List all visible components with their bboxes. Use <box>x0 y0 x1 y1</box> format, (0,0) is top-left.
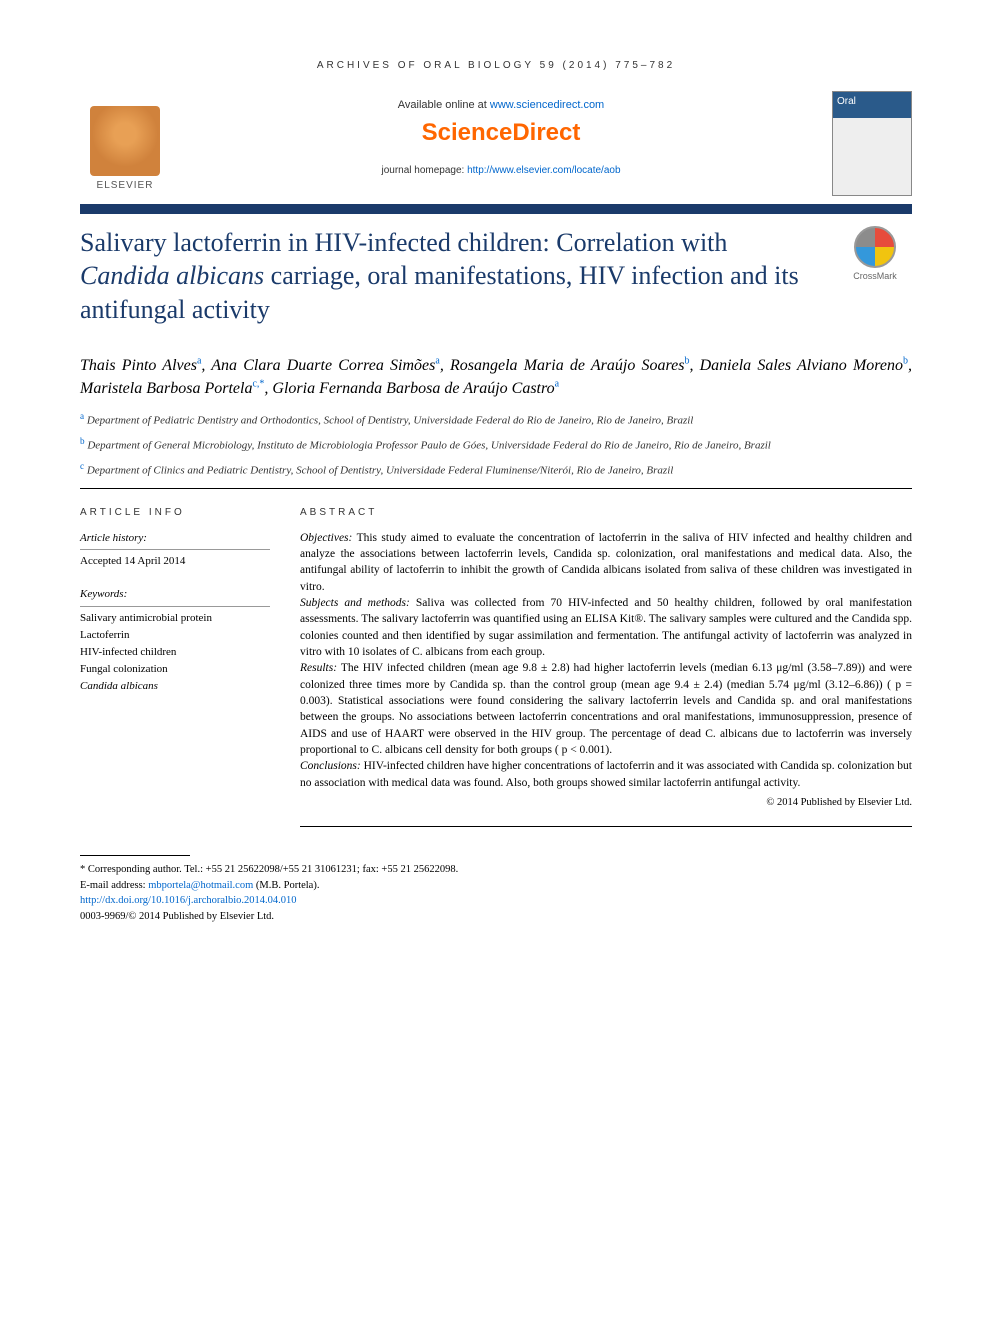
cover-title: Oral <box>837 96 856 107</box>
elsevier-tree-icon <box>90 106 160 176</box>
sciencedirect-logo: ScienceDirect <box>190 119 812 147</box>
issn-copyright: 0003-9969/© 2014 Published by Elsevier L… <box>80 909 912 925</box>
history-label: Article history: <box>80 530 270 551</box>
crossmark-label: CrossMark <box>853 271 897 281</box>
conclusions-label: Conclusions: <box>300 760 361 772</box>
crossmark-icon <box>854 226 896 268</box>
email-line: E-mail address: mbportela@hotmail.com (M… <box>80 878 912 894</box>
keyword: Lactoferrin <box>80 627 270 644</box>
email-suffix: (M.B. Portela). <box>253 880 319 891</box>
homepage-prefix: journal homepage: <box>381 165 467 176</box>
page: ARCHIVES OF ORAL BIOLOGY 59 (2014) 775–7… <box>0 0 992 965</box>
objectives-text: This study aimed to evaluate the concent… <box>300 532 912 593</box>
article-info-column: ARTICLE INFO Article history: Accepted 1… <box>80 507 270 833</box>
crossmark-badge[interactable]: CrossMark <box>838 226 912 281</box>
running-header: ARCHIVES OF ORAL BIOLOGY 59 (2014) 775–7… <box>80 60 912 71</box>
journal-cover-thumbnail: Oral <box>832 91 912 196</box>
elsevier-label: ELSEVIER <box>97 180 154 191</box>
objectives-label: Objectives: <box>300 532 352 544</box>
elsevier-logo: ELSEVIER <box>80 91 170 191</box>
email-label: E-mail address: <box>80 880 148 891</box>
results-text: The HIV infected children (mean age 9.8 … <box>300 662 912 756</box>
keyword: Salivary antimicrobial protein <box>80 610 270 627</box>
title-row: Salivary lactoferrin in HIV-infected chi… <box>80 226 912 326</box>
abstract-body: Objectives: This study aimed to evaluate… <box>300 530 912 791</box>
title-italic: Candida albicans <box>80 261 264 290</box>
abstract-bottom-rule <box>300 826 912 827</box>
header-center: Available online at www.sciencedirect.co… <box>170 91 832 176</box>
history-value: Accepted 14 April 2014 <box>80 555 185 567</box>
affiliation: b Department of General Microbiology, In… <box>80 435 912 454</box>
article-title: Salivary lactoferrin in HIV-infected chi… <box>80 226 818 326</box>
article-history-block: Article history: Accepted 14 April 2014 <box>80 530 270 570</box>
abstract-column: ABSTRACT Objectives: This study aimed to… <box>300 507 912 833</box>
keyword: Candida albicans <box>80 678 270 695</box>
keyword: HIV-infected children <box>80 644 270 661</box>
results-label: Results: <box>300 662 337 674</box>
keywords-block: Keywords: Salivary antimicrobial protein… <box>80 586 270 695</box>
title-band <box>80 204 912 214</box>
methods-label: Subjects and methods: <box>300 597 410 609</box>
copyright-line: © 2014 Published by Elsevier Ltd. <box>300 797 912 808</box>
title-pre: Salivary lactoferrin in HIV-infected chi… <box>80 228 727 257</box>
affiliation: c Department of Clinics and Pediatric De… <box>80 460 912 479</box>
section-rule <box>80 488 912 489</box>
conclusions-text: HIV-infected children have higher concen… <box>300 760 912 788</box>
header-row: ELSEVIER Available online at www.science… <box>80 91 912 196</box>
doi-link[interactable]: http://dx.doi.org/10.1016/j.archoralbio.… <box>80 895 297 906</box>
abstract-heading: ABSTRACT <box>300 507 912 518</box>
available-prefix: Available online at <box>398 99 490 111</box>
email-link[interactable]: mbportela@hotmail.com <box>148 880 253 891</box>
article-info-heading: ARTICLE INFO <box>80 507 270 518</box>
footer: * Corresponding author. Tel.: +55 21 256… <box>80 862 912 925</box>
homepage-link[interactable]: http://www.elsevier.com/locate/aob <box>467 165 620 176</box>
affiliations: a Department of Pediatric Dentistry and … <box>80 410 912 479</box>
two-column-layout: ARTICLE INFO Article history: Accepted 1… <box>80 507 912 833</box>
affiliation: a Department of Pediatric Dentistry and … <box>80 410 912 429</box>
sciencedirect-link[interactable]: www.sciencedirect.com <box>490 99 604 111</box>
keywords-label: Keywords: <box>80 586 270 607</box>
footer-rule <box>80 855 190 856</box>
keywords-list: Salivary antimicrobial proteinLactoferri… <box>80 610 270 695</box>
available-online: Available online at www.sciencedirect.co… <box>190 99 812 111</box>
corresponding-author: * Corresponding author. Tel.: +55 21 256… <box>80 862 912 878</box>
author-list: Thais Pinto Alvesa, Ana Clara Duarte Cor… <box>80 354 912 400</box>
keyword: Fungal colonization <box>80 661 270 678</box>
journal-homepage: journal homepage: http://www.elsevier.co… <box>190 165 812 176</box>
